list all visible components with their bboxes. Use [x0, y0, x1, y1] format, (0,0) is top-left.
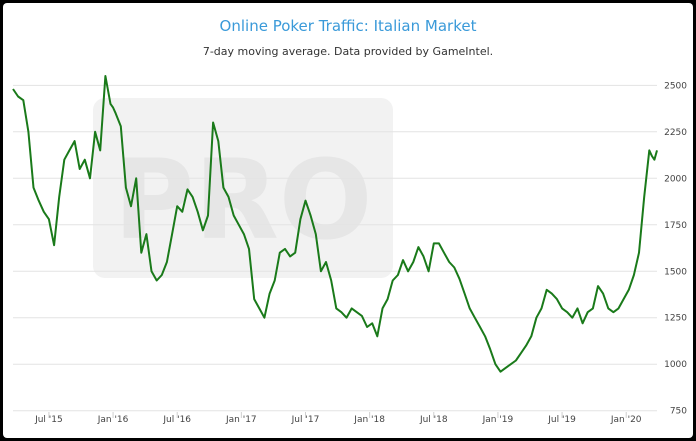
x-tick-label: Jan '17 — [225, 415, 257, 425]
y-tick-label: 2250 — [664, 128, 687, 138]
y-tick-label: 1750 — [664, 221, 687, 231]
traffic-series-line — [12, 75, 658, 373]
series-group — [12, 75, 658, 373]
x-tick-label: Jul '19 — [547, 415, 576, 425]
y-tick-label: 1500 — [664, 267, 687, 277]
line-chart: PRO 750 1000 1250 1500 1750 2000 2250 2500 Jul … — [12, 75, 687, 425]
chart-subtitle: 7-day moving average. Data provided by G… — [202, 45, 494, 58]
x-tick-label: Jul '16 — [162, 415, 191, 425]
x-tick-label: Jan '18 — [353, 415, 385, 425]
y-tick-label: 1250 — [664, 314, 687, 324]
chart-card: Online Poker Traffic: Italian Market 7-d… — [3, 3, 693, 438]
x-tick-label: Jul '15 — [34, 415, 63, 425]
x-tick-label: Jan '20 — [610, 415, 642, 425]
y-axis-ticks: 750 1000 1250 1500 1750 2000 2250 2500 — [664, 81, 687, 416]
y-tick-label: 2500 — [664, 81, 687, 91]
watermark-text: PRO — [114, 136, 373, 264]
pro-watermark: PRO — [93, 98, 393, 278]
x-axis-ticks: Jul '15 Jan '16 Jul '16 Jan '17 Jul '17 Jan '… — [34, 412, 642, 425]
y-tick-label: 2000 — [664, 174, 687, 184]
chart-title: Online Poker Traffic: Italian Market — [219, 17, 477, 35]
x-tick-label: Jul '17 — [291, 415, 320, 425]
x-tick-label: Jan '19 — [482, 415, 514, 425]
y-tick-label: 750 — [670, 407, 687, 417]
watermark-box — [93, 98, 393, 278]
x-tick-label: Jan '16 — [97, 415, 129, 425]
x-tick-label: Jul '18 — [419, 415, 448, 425]
y-tick-label: 1000 — [664, 360, 687, 370]
